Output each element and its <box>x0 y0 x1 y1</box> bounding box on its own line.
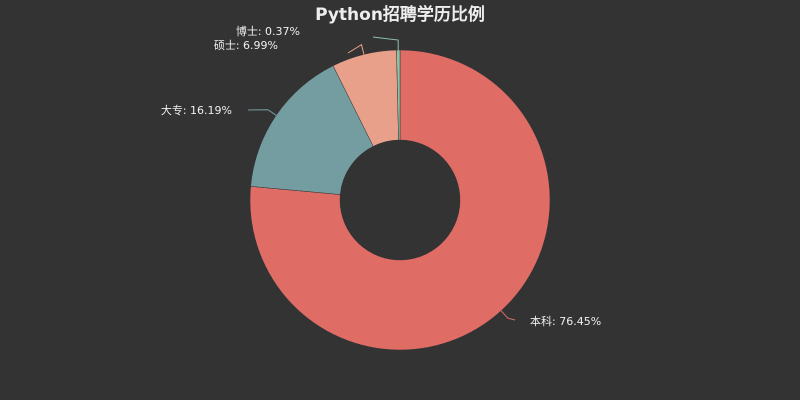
slice-label-4: 博士: 0.37% <box>236 25 300 38</box>
leader-line-3 <box>347 43 365 55</box>
slices-group <box>249 49 551 351</box>
slice-label-3: 硕士: 6.99% <box>214 39 278 52</box>
leader-line-4 <box>372 36 399 51</box>
slice-4[interactable] <box>396 49 401 141</box>
leader-line-1 <box>500 310 516 321</box>
chart-title: Python招聘学历比例 <box>315 4 485 25</box>
labels-group: 本科: 76.45% 大专: 16.19% 硕士: 6.99%博士: 0.37% <box>161 25 601 328</box>
slice-2[interactable] <box>250 65 374 195</box>
slice-label-1: 本科: 76.45% <box>530 314 601 328</box>
leader-line-2 <box>247 109 277 116</box>
slice-label-2: 大专: 16.19% <box>161 103 232 117</box>
